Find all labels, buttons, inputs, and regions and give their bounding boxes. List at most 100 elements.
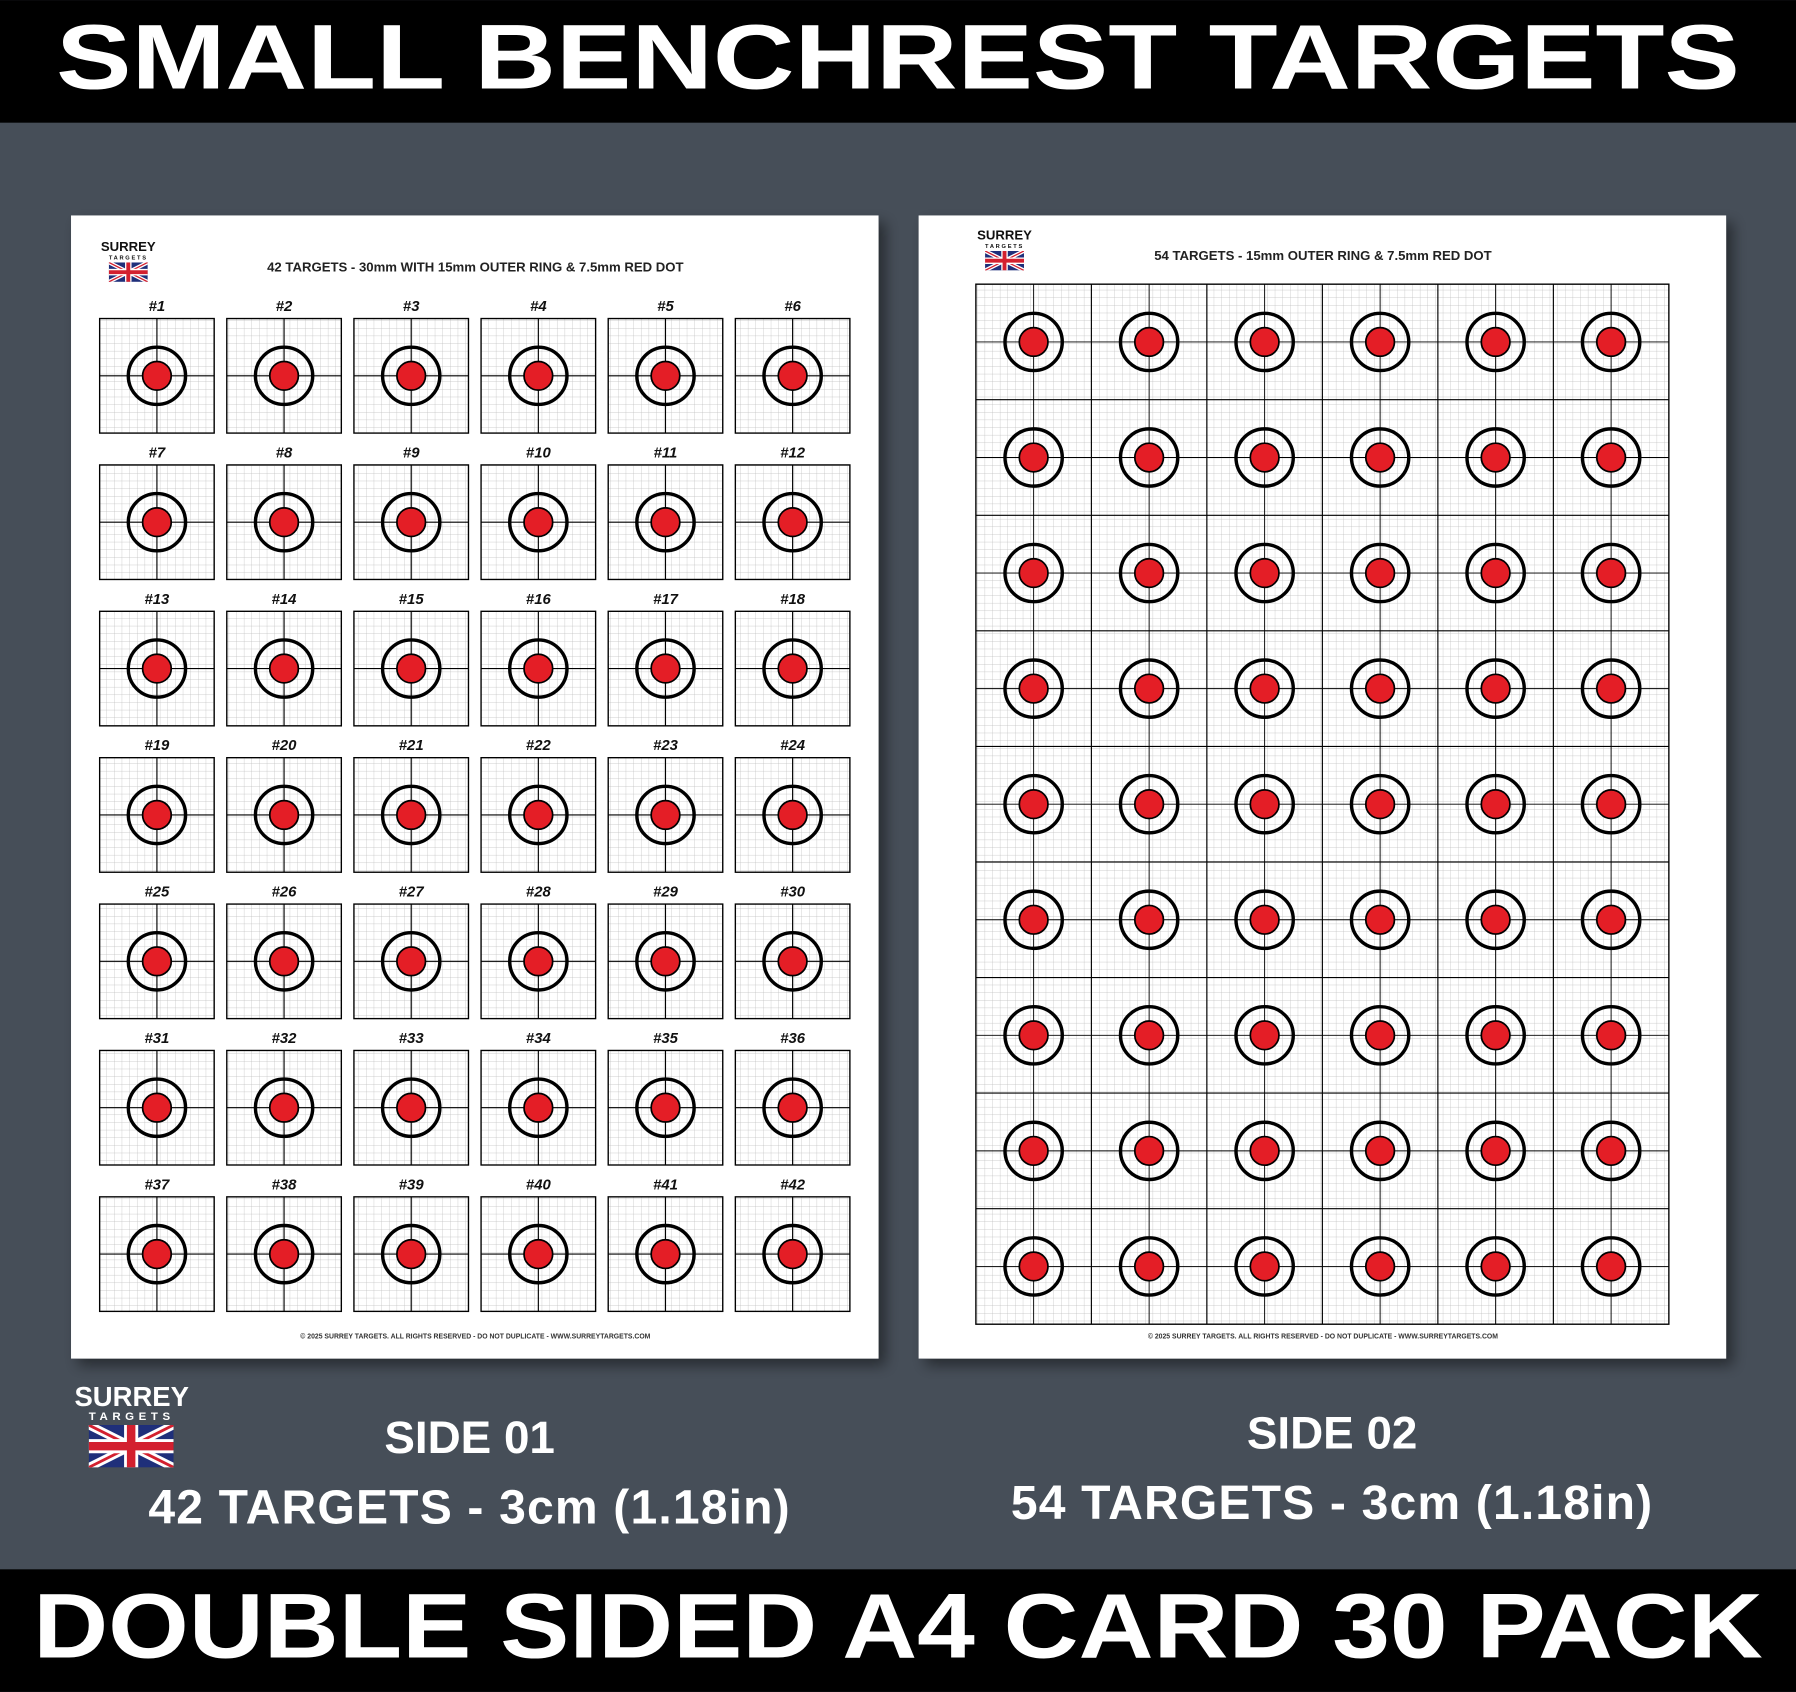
target-label: #19 [145,738,171,754]
caption-side: SIDE 01 [384,1412,555,1463]
flag [109,262,148,281]
red-dot [268,1238,300,1270]
target-label: #31 [145,1031,170,1047]
red-dot [777,1238,808,1270]
outer-ring [1003,542,1064,604]
red-dot [396,507,427,538]
caption-detail: 54 TARGETS - 3cm (1.18in) [1011,1476,1653,1530]
outer-ring [762,930,823,992]
logo-name: SURREY [101,239,156,254]
red-dot [1133,1020,1165,1051]
target-label: #25 [145,885,171,901]
red-dot [523,1092,554,1123]
outer-ring [1118,773,1180,835]
outer-ring [253,345,315,407]
logo: SURREY TARGETS [977,228,1032,271]
target-label: #21 [399,738,424,754]
target-label: #29 [653,885,679,901]
red-dot [1018,1135,1049,1167]
outer-ring [126,1223,188,1285]
target-label: #1 [149,299,166,315]
red-dot [1133,904,1165,935]
sheet-footer: © 2025 SURREY TARGETS. ALL RIGHTS RESERV… [300,1333,650,1341]
target-label: #6 [784,299,801,315]
target-label: #20 [272,738,298,754]
red-dot [1133,442,1165,473]
red-dot [396,799,427,831]
flag [985,251,1024,270]
outer-ring [126,345,188,407]
target-label: #2 [276,299,293,315]
red-dot [523,799,554,831]
outer-ring [1465,1120,1526,1182]
target-label: #11 [654,445,678,461]
outer-ring [762,345,823,407]
target-label: #9 [403,445,420,461]
logo-tagline: TARGETS [985,244,1024,250]
target-label: #15 [399,592,425,608]
outer-ring [253,1077,315,1139]
red-dot [1249,326,1280,358]
outer-ring [380,345,442,407]
red-dot [777,360,808,391]
outer-ring [1118,427,1180,488]
target-label: #13 [145,592,171,608]
red-dot [1595,789,1627,820]
red-dot [1018,326,1049,358]
red-dot [1480,789,1511,820]
red-dot [396,1092,427,1123]
red-dot [268,507,300,538]
outer-ring [1234,311,1295,373]
target-label: #14 [272,592,298,608]
red-dot [1480,673,1511,704]
flag [89,1425,174,1467]
red-dot [268,360,300,391]
red-dot [777,946,808,977]
target-label: #22 [526,738,552,754]
red-dot [1018,673,1049,704]
outer-ring [762,784,823,846]
outer-ring [253,930,315,992]
red-dot [777,1092,808,1123]
outer-ring [1234,1120,1295,1182]
red-dot [396,946,427,977]
outer-ring [507,784,569,846]
outer-ring [1234,1236,1295,1297]
target-label: #33 [399,1031,425,1047]
logo-name: SURREY [74,1381,188,1412]
outer-ring [1465,773,1526,835]
target-label: #28 [526,885,552,901]
outer-ring [380,491,442,553]
target-label: #39 [399,1177,425,1193]
outer-ring [507,638,569,699]
outer-ring [253,491,315,553]
red-dot [650,1238,681,1270]
red-dot [777,799,808,831]
outer-ring [635,1223,696,1285]
target-label: #32 [272,1031,298,1047]
red-dot [396,1238,427,1270]
red-dot [141,360,173,391]
outer-ring [1580,427,1642,488]
target-label: #27 [399,885,425,901]
red-dot [1480,1251,1511,1282]
red-dot [1480,442,1511,473]
outer-ring [1234,773,1295,835]
outer-ring [1465,889,1526,951]
outer-ring [635,1077,696,1139]
outer-ring [1580,1236,1642,1297]
red-dot [1595,1020,1627,1051]
outer-ring [253,784,315,846]
target-label: #10 [526,445,552,461]
outer-ring [1349,1236,1411,1297]
outer-ring [507,1077,569,1139]
red-dot [1480,1135,1511,1167]
target-label: #16 [526,592,552,608]
red-dot [777,653,808,684]
red-dot [1249,789,1280,820]
logo-tagline: TARGETS [109,255,148,261]
target-label: #18 [780,592,806,608]
red-dot [1133,557,1165,589]
red-dot [1133,673,1165,704]
